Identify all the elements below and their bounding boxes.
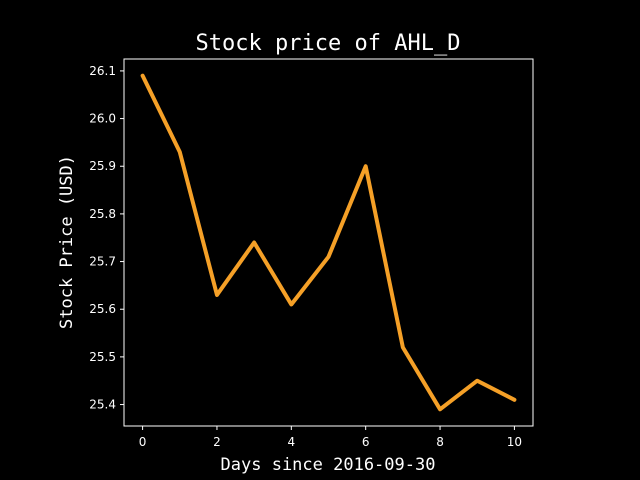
data-point xyxy=(178,150,182,154)
y-tick-label: 26.1 xyxy=(89,64,116,78)
data-point xyxy=(401,345,405,349)
x-axis-label: Days since 2016-09-30 xyxy=(221,455,436,475)
plot-frame xyxy=(123,58,534,427)
x-tick-label: 6 xyxy=(362,435,370,449)
y-axis-label: Stock Price (USD) xyxy=(57,155,77,329)
data-point xyxy=(364,164,368,168)
data-point xyxy=(438,407,442,411)
y-tick-label: 25.5 xyxy=(89,350,116,364)
x-tick-label: 0 xyxy=(139,435,147,449)
y-axis-ticks: 25.4 25.5 25.6 25.7 25.8 25.9 26.0 26.1 xyxy=(89,64,124,412)
x-tick-label: 4 xyxy=(287,435,295,449)
x-tick-label: 8 xyxy=(436,435,444,449)
chart-title: Stock price of AHL_D xyxy=(196,31,461,56)
data-point xyxy=(141,74,145,78)
x-tick-label: 2 xyxy=(213,435,221,449)
x-tick-label: 10 xyxy=(507,435,522,449)
y-tick-label: 25.9 xyxy=(89,159,116,173)
data-point xyxy=(512,398,516,402)
y-tick-label: 25.8 xyxy=(89,207,116,221)
data-point xyxy=(327,255,330,259)
data-point xyxy=(252,241,256,244)
y-tick-label: 26.0 xyxy=(89,112,116,126)
x-axis-ticks: 0 2 4 6 8 10 xyxy=(139,426,522,449)
data-point xyxy=(475,379,479,383)
data-point xyxy=(215,293,219,297)
series-layer xyxy=(140,73,517,412)
data-point xyxy=(289,302,293,306)
y-tick-label: 25.7 xyxy=(89,255,116,269)
y-tick-label: 25.4 xyxy=(89,398,116,412)
y-tick-label: 25.6 xyxy=(89,302,116,316)
